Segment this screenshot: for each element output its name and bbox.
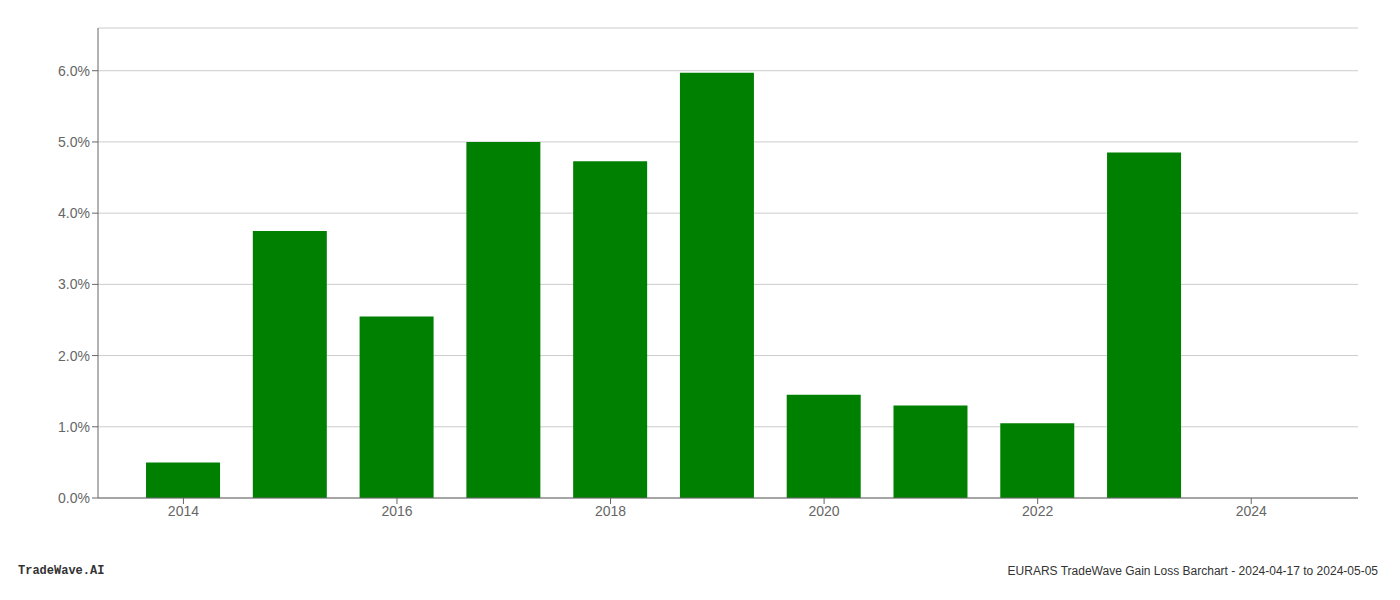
svg-text:0.0%: 0.0% bbox=[58, 490, 90, 506]
svg-text:6.0%: 6.0% bbox=[58, 63, 90, 79]
svg-text:4.0%: 4.0% bbox=[58, 205, 90, 221]
html-text:EURARS TradeWave Gain Loss Bar: EURARS TradeWave Gain Loss Barchart - 20… bbox=[1007, 564, 1378, 578]
svg-text:2014: 2014 bbox=[168, 503, 199, 519]
svg-text:5.0%: 5.0% bbox=[58, 134, 90, 150]
svg-text:2024: 2024 bbox=[1236, 503, 1267, 519]
svg-text:2.0%: 2.0% bbox=[58, 348, 90, 364]
svg-text:2022: 2022 bbox=[1022, 503, 1053, 519]
svg-text:3.0%: 3.0% bbox=[58, 276, 90, 292]
svg-text:2020: 2020 bbox=[809, 503, 840, 519]
svg-text:2016: 2016 bbox=[381, 503, 412, 519]
html-text:TradeWave.AI: TradeWave.AI bbox=[18, 564, 105, 578]
svg-text:1.0%: 1.0% bbox=[58, 419, 90, 435]
svg-text:2018: 2018 bbox=[595, 503, 626, 519]
